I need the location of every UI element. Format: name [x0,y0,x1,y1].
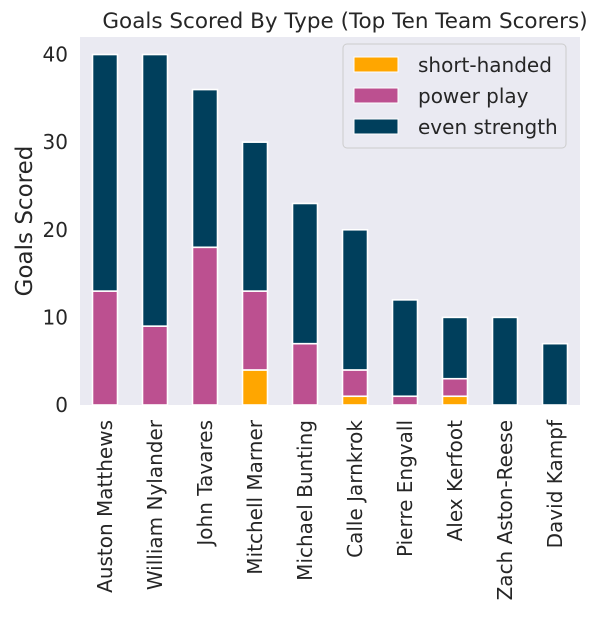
bar-segment [141,325,169,406]
legend-swatch [353,56,399,73]
bar-segment [241,141,269,292]
bar-segment [141,53,169,327]
y-axis-ticks: 0 10 20 30 40 [43,43,68,417]
x-tick-label: Auston Matthews [93,420,117,593]
x-tick-label: Calle Jarnkrok [343,420,367,558]
bar-segment [241,290,269,371]
legend: short-handed power play even strength [342,43,567,149]
bar-segment [441,377,469,398]
bar-segment [391,395,419,406]
x-tick-label: Pierre Engvall [393,420,417,557]
x-tick-label: David Kampf [543,419,567,548]
bar-segment [91,290,119,406]
y-tick-label: 20 [43,218,68,242]
y-tick-label: 0 [55,393,68,417]
x-tick-label: Alex Kerfoot [443,420,467,542]
x-tick-label: Zach Aston-Reese [493,420,517,600]
bar-segment [291,342,319,406]
bar-segment [391,299,419,398]
legend-box [342,43,567,149]
bar-segment [491,316,519,406]
y-axis-label: Goals Scored [12,146,38,297]
bar-segment [191,246,219,406]
x-tick-label: William Nylander [143,419,167,590]
chart-title: Goals Scored By Type (Top Ten Team Score… [102,9,587,34]
legend-label: power play [418,84,529,108]
y-tick-label: 40 [43,43,68,67]
bars [91,53,569,406]
legend-swatch [353,118,399,135]
bar-segment [541,342,569,406]
x-tick-label: Michael Bunting [293,420,317,581]
x-tick-label: John Tavares [193,420,217,548]
y-tick-label: 30 [43,130,68,154]
x-tick-label: Mitchell Marner [243,419,267,574]
bar-segment [91,53,119,292]
bar-segment [341,395,369,406]
legend-label: short-handed [418,53,552,77]
bar-segment [341,369,369,398]
legend-label: even strength [418,115,558,139]
bar-segment [441,395,469,406]
x-axis-ticks: Auston Matthews William Nylander John Tava… [93,419,567,600]
bar-segment [241,369,269,406]
y-tick-label: 10 [43,305,68,329]
bar-segment [191,88,219,249]
bar-segment [291,202,319,345]
bar-segment [341,228,369,371]
legend-swatch [353,87,399,104]
bar-segment [441,316,469,380]
